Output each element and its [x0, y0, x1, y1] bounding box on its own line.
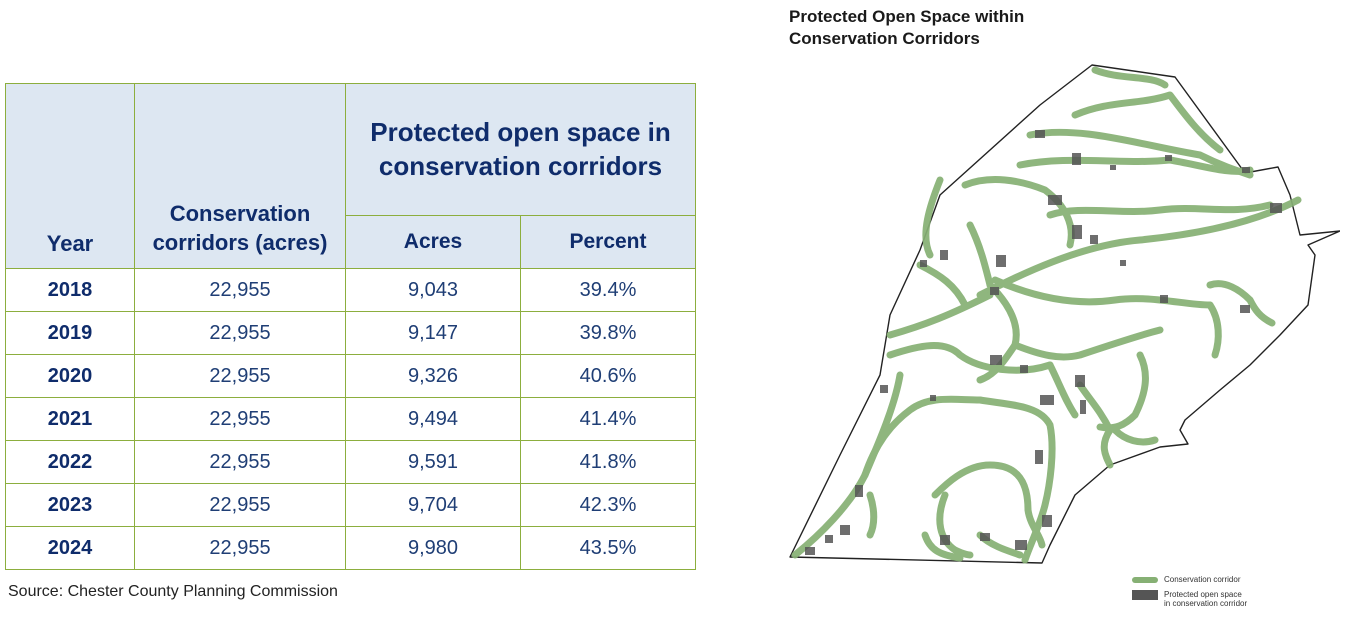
acres-cell: 9,494 [345, 397, 521, 441]
percent-cell: 40.6% [520, 354, 696, 398]
year-header: Year [5, 83, 135, 269]
percent-cell: 42.3% [520, 483, 696, 527]
acres-cell: 9,147 [345, 311, 521, 355]
table-row: 2018 22,955 9,043 39.4% [5, 268, 696, 312]
corridors-cell: 22,955 [134, 311, 346, 355]
conservation-corridors [791, 66, 1302, 564]
corridors-cell: 22,955 [134, 526, 346, 570]
year-cell: 2020 [5, 354, 135, 398]
percent-cell: 41.8% [520, 440, 696, 484]
corridors-cell: 22,955 [134, 397, 346, 441]
year-cell: 2024 [5, 526, 135, 570]
map-title-line2: Conservation Corridors [789, 29, 980, 48]
protected-swatch [1132, 590, 1158, 600]
header-row: Year Conservation corridors (acres) Prot… [5, 83, 696, 269]
table-row: 2024 22,955 9,980 43.5% [5, 526, 696, 570]
acres-cell: 9,591 [345, 440, 521, 484]
corridors-cell: 22,955 [134, 268, 346, 312]
acres-cell: 9,326 [345, 354, 521, 398]
legend-item-corridor: Conservation corridor [1132, 575, 1254, 584]
acres-header: Acres [345, 215, 521, 269]
corridors-cell: 22,955 [134, 440, 346, 484]
corridors-cell: 22,955 [134, 483, 346, 527]
legend-protected-line1: Protected open space [1164, 590, 1242, 599]
table-row: 2019 22,955 9,147 39.8% [5, 311, 696, 355]
acres-cell: 9,704 [345, 483, 521, 527]
protected-open-space [805, 130, 1282, 555]
acres-cell: 9,980 [345, 526, 521, 570]
conservation-table: Year Conservation corridors (acres) Prot… [5, 83, 696, 570]
table-row: 2023 22,955 9,704 42.3% [5, 483, 696, 527]
table-row: 2020 22,955 9,326 40.6% [5, 354, 696, 398]
acres-cell: 9,043 [345, 268, 521, 312]
map-title-line1: Protected Open Space within [789, 7, 1025, 26]
percent-cell: 39.8% [520, 311, 696, 355]
corridors-header: Conservation corridors (acres) [134, 83, 346, 269]
year-cell: 2018 [5, 268, 135, 312]
year-cell: 2023 [5, 483, 135, 527]
legend-item-protected: Protected open space in conservation cor… [1132, 590, 1254, 608]
subheader-row: Acres Percent [6, 215, 696, 269]
corridors-cell: 22,955 [134, 354, 346, 398]
percent-cell: 41.4% [520, 397, 696, 441]
corridor-swatch [1132, 577, 1158, 583]
legend-corridor-label: Conservation corridor [1164, 575, 1241, 584]
map-title: Protected Open Space within Conservation… [789, 6, 1024, 50]
year-cell: 2019 [5, 311, 135, 355]
percent-cell: 39.4% [520, 268, 696, 312]
map-legend: Conservation corridor Protected open spa… [1132, 575, 1254, 614]
table-row: 2021 22,955 9,494 41.4% [5, 397, 696, 441]
conservation-map [789, 64, 1340, 564]
year-cell: 2021 [5, 397, 135, 441]
source-note: Source: Chester County Planning Commissi… [8, 583, 338, 600]
year-cell: 2022 [5, 440, 135, 484]
percent-header: Percent [520, 215, 696, 269]
table-row: 2022 22,955 9,591 41.8% [5, 440, 696, 484]
legend-protected-label: Protected open space in conservation cor… [1164, 590, 1254, 608]
protected-group-header: Protected open space in conservation cor… [345, 83, 696, 216]
county-boundary [789, 64, 1340, 564]
percent-cell: 43.5% [520, 526, 696, 570]
legend-protected-line2: in conservation corridor [1164, 599, 1248, 608]
